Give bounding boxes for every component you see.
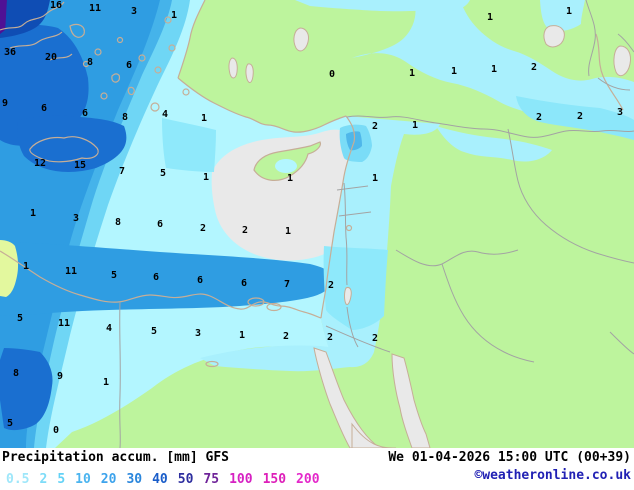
- precip-value-label: 6: [126, 60, 132, 71]
- precip-value-label: 3: [195, 328, 201, 339]
- precip-value-label: 2: [327, 332, 333, 343]
- precip-value-label: 2: [200, 223, 206, 234]
- no-precip-water-gray: [228, 25, 631, 448]
- precipitation-map: 16 11 3 1 1 1 36 20 8 6 0 1 1 1 2 9 6 6 8 4 1 2 2 3 2 1 12 15 7 5 1 1 1 1…: [0, 0, 634, 448]
- no-precip-sea-cyprus: [211, 129, 353, 261]
- precip-value-label: 11: [65, 266, 77, 277]
- precip-value-label: 0: [53, 425, 59, 436]
- precip-value-label: 9: [2, 98, 8, 109]
- scale-value-40: 40: [152, 472, 168, 487]
- precip-value-label: 4: [162, 109, 168, 120]
- coastline-layer: [0, 0, 624, 368]
- precip-value-label: 1: [201, 113, 207, 124]
- precip-value-label: 0: [329, 69, 335, 80]
- precip-value-label: 6: [41, 103, 47, 114]
- precip-value-label: 2: [328, 280, 334, 291]
- precip-value-label: 1: [239, 330, 245, 341]
- precip-value-label: 6: [241, 278, 247, 289]
- copyright-text: ©weatheronline.co.uk: [474, 468, 631, 483]
- precip-value-label: 8: [87, 57, 93, 68]
- precip-value-label: 8: [122, 112, 128, 123]
- precip-value-label: 1: [30, 208, 36, 219]
- precip-value-label: 2: [372, 333, 378, 344]
- precip-value-label: 3: [73, 213, 79, 224]
- scale-value-200: 200: [296, 472, 320, 487]
- scale-value-20: 20: [100, 472, 117, 487]
- precip-value-label: 12: [34, 158, 46, 169]
- precip-value-label: 4: [106, 323, 112, 334]
- precip-value-label: 11: [89, 3, 101, 14]
- precip-value-label: 1: [285, 226, 291, 237]
- precip-value-label: 20: [45, 52, 57, 63]
- scale-value-150: 150: [262, 472, 287, 487]
- precip-value-label: 1: [23, 261, 29, 272]
- precip-value-label: 6: [197, 275, 203, 286]
- precip-value-label: 2: [242, 225, 248, 236]
- scale-value-30: 30: [126, 472, 143, 487]
- scale-value-75: 75: [203, 472, 220, 487]
- precip-value-label: 8: [13, 368, 19, 379]
- legend-datetime: We 01-04-2026 15:00 UTC (00+39): [388, 450, 631, 465]
- precip-value-label: 6: [153, 272, 159, 283]
- precip-value-label: 1: [287, 173, 293, 184]
- scale-value-2: 2: [39, 472, 48, 487]
- precip-value-label: 5: [160, 168, 166, 179]
- legend-bar: Precipitation accum. [mm] GFS We 01-04-2…: [0, 448, 634, 490]
- precip-value-label: 5: [17, 313, 23, 324]
- precip-value-label: 3: [131, 6, 137, 17]
- precip-value-label: 8: [115, 217, 121, 228]
- precip-value-label: 1: [372, 173, 378, 184]
- precip-value-label: 3: [617, 107, 623, 118]
- scale-value-0.5: 0.5: [6, 472, 30, 487]
- precip-value-label: 9: [57, 371, 63, 382]
- scale-value-10: 10: [75, 472, 91, 487]
- precip-value-label: 2: [531, 62, 537, 73]
- precip-blue-bands: [0, 0, 332, 448]
- precip-value-label: 7: [119, 166, 125, 177]
- precip-value-label: 5: [151, 326, 157, 337]
- border-layer: [119, 0, 634, 448]
- precip-value-label: 7: [284, 279, 290, 290]
- precip-value-label: 11: [58, 318, 70, 329]
- precip-value-label: 2: [283, 331, 289, 342]
- precip-value-label: 6: [157, 219, 163, 230]
- scale-value-100: 100: [229, 472, 253, 487]
- legend-color-scale: 0.5 2 5 10 20 30 40 50 75 100 150 200: [6, 468, 330, 487]
- precip-value-label: 1: [566, 6, 572, 17]
- precip-value-label: 1: [409, 68, 415, 79]
- precip-value-label: 15: [74, 160, 86, 171]
- precip-value-label: 1: [451, 66, 457, 77]
- precip-value-label: 1: [103, 377, 109, 388]
- precip-value-label: 6: [82, 108, 88, 119]
- precip-value-label: 5: [7, 418, 13, 429]
- precip-value-label: 5: [111, 270, 117, 281]
- precip-value-label: 1: [203, 172, 209, 183]
- precip-value-label: 1: [487, 12, 493, 23]
- precip-value-label: 2: [536, 112, 542, 123]
- precip-value-label: 1: [171, 10, 177, 21]
- precip-value-label: 2: [577, 111, 583, 122]
- precip-value-label: 16: [50, 0, 62, 11]
- cyprus-island: [253, 141, 321, 181]
- legend-title: Precipitation accum. [mm] GFS: [2, 450, 229, 465]
- precip-value-label: 1: [491, 64, 497, 75]
- precip-value-label: 1: [412, 120, 418, 131]
- scale-value-5: 5: [57, 472, 66, 487]
- scale-value-50: 50: [177, 472, 194, 487]
- precip-value-label: 36: [4, 47, 16, 58]
- precip-value-label: 2: [372, 121, 378, 132]
